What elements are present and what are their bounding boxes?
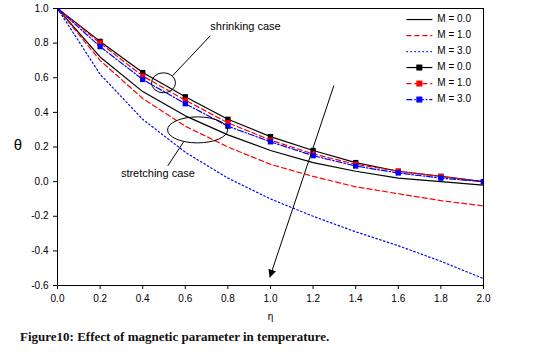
svg-text:1.4: 1.4 <box>349 293 363 304</box>
svg-text:stretching case: stretching case <box>121 167 195 179</box>
svg-text:0.8: 0.8 <box>221 293 235 304</box>
svg-text:-0.2: -0.2 <box>31 210 49 221</box>
svg-text:0.8: 0.8 <box>35 37 49 48</box>
svg-text:1.2: 1.2 <box>306 293 320 304</box>
svg-text:0.0: 0.0 <box>35 176 49 187</box>
svg-text:0.4: 0.4 <box>136 293 150 304</box>
svg-text:M = 1.0: M = 1.0 <box>437 77 471 88</box>
html-text:Figure10: Effect of magnetic p: Figure10: Effect of magnetic parameter i… <box>20 329 330 344</box>
svg-text:M = 1.0: M = 1.0 <box>437 29 471 40</box>
svg-text:0.6: 0.6 <box>35 72 49 83</box>
svg-text:1.0: 1.0 <box>35 3 49 14</box>
svg-text:θ: θ <box>14 136 22 153</box>
svg-text:0.2: 0.2 <box>35 141 49 152</box>
svg-text:M = 3.0: M = 3.0 <box>437 93 471 104</box>
svg-text:0.0: 0.0 <box>51 293 65 304</box>
svg-text:M = 0.0: M = 0.0 <box>437 61 471 72</box>
svg-text:2.0: 2.0 <box>477 293 491 304</box>
svg-text:1.8: 1.8 <box>434 293 448 304</box>
svg-text:-0.6: -0.6 <box>31 280 49 291</box>
svg-text:0.2: 0.2 <box>93 293 107 304</box>
svg-text:1.0: 1.0 <box>264 293 278 304</box>
svg-text:0.4: 0.4 <box>35 107 49 118</box>
svg-text:M = 0.0: M = 0.0 <box>437 13 471 24</box>
svg-text:M = 3.0: M = 3.0 <box>437 45 471 56</box>
svg-text:η: η <box>268 311 274 322</box>
svg-text:1.6: 1.6 <box>391 293 405 304</box>
svg-text:shrinking case: shrinking case <box>210 20 280 32</box>
svg-text:0.6: 0.6 <box>178 293 192 304</box>
svg-text:-0.4: -0.4 <box>31 245 49 256</box>
